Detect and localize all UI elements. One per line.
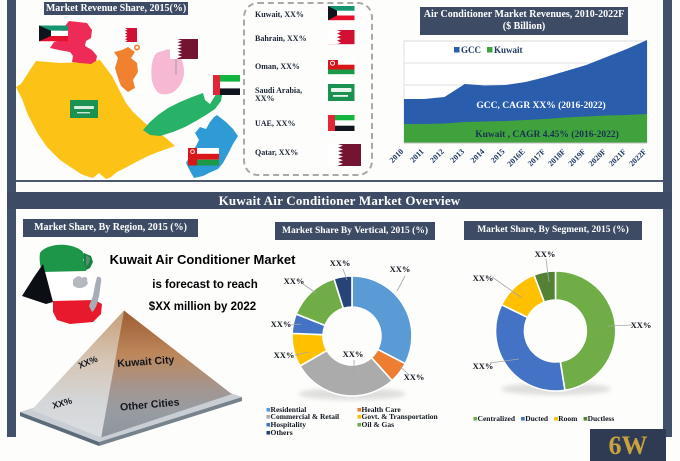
svg-text:GCC, CAGR XX% (2016-2022): GCC, CAGR XX% (2016-2022) [476,100,605,111]
svg-text:GCC: GCC [461,45,481,55]
svg-text:XX%: XX% [631,320,652,330]
svg-text:XX%: XX% [404,372,425,382]
svg-text:XX%: XX% [390,264,411,274]
svg-text:XX%: XX% [343,349,364,359]
svg-text:Kuwait , CAGR 4.45% (2016-2022: Kuwait , CAGR 4.45% (2016-2022) [475,129,619,140]
svg-text:XX%: XX% [473,273,494,283]
svg-text:XX%: XX% [535,249,556,259]
svg-text:Other Cities: Other Cities [120,396,180,413]
svg-text:XX%: XX% [284,276,305,286]
svg-text:XX%: XX% [271,319,292,329]
svg-text:Kuwait: Kuwait [494,45,523,55]
svg-text:XX%: XX% [274,350,295,360]
svg-text:XX%: XX% [330,258,351,268]
svg-text:Kuwait City: Kuwait City [117,354,175,370]
svg-text:XX%: XX% [473,361,494,371]
